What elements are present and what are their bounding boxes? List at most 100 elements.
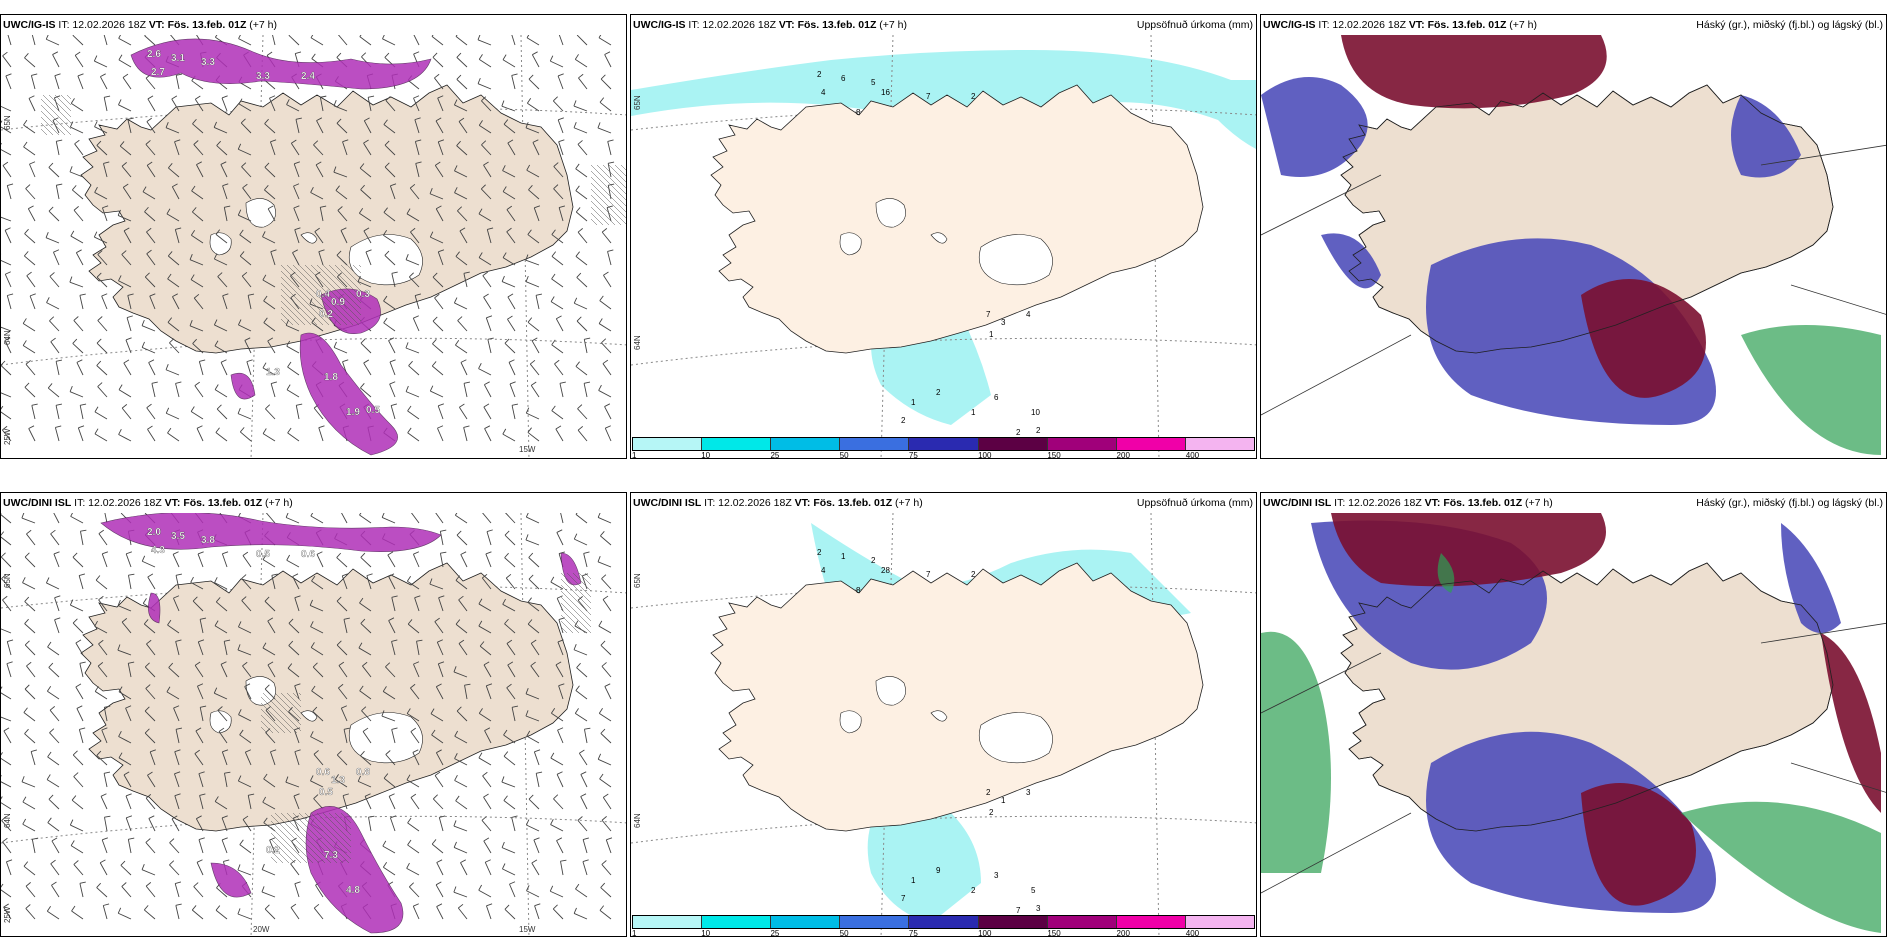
colorbar-tick-label: 100 [978, 929, 992, 937]
precip-value-label: 5 [1031, 886, 1036, 895]
colorbar-swatch [633, 916, 703, 928]
colorbar-swatch [840, 916, 910, 928]
colorbar-tick-label: 10 [701, 451, 711, 459]
colorbar-tick-label: 10 [701, 929, 711, 937]
precip-value-label: 2 [971, 886, 976, 895]
colorbar-swatch [702, 916, 772, 928]
map-canvas: 2.6 3.1 3.3 2.7 3.3 2.4 0.40.9 0.3 0.2 1.3 1.8 1.9 0… [1, 35, 626, 458]
colorbar-swatch [978, 438, 1048, 450]
map-canvas [1261, 513, 1886, 933]
panel-title: UWC/IG-IS IT: 12.02.2026 18Z VT: Fös. 13… [1263, 19, 1538, 31]
precip-value-label: 2.4 [301, 71, 315, 82]
precip-value-label: 9 [936, 866, 941, 875]
colorbar-tick-label: 25 [770, 929, 780, 937]
precip-value-label: 16 [881, 88, 890, 97]
map-canvas: 212472213293731725183288 [631, 513, 1256, 936]
precip-value-label: 7 [1016, 906, 1021, 915]
precip-value-label: 2 [989, 808, 994, 817]
colorbar-tick-label: 50 [839, 929, 849, 937]
precip-value-label: 0.6 [301, 549, 315, 560]
lat-label: 64N [633, 335, 642, 350]
precip-value-label: 5 [871, 78, 876, 87]
colorbar-tick-label: 100 [978, 451, 992, 459]
colorbar-swatch [702, 438, 772, 450]
panel-title: UWC/IG-IS IT: 12.02.2026 18Z VT: Fös. 13… [633, 19, 908, 31]
panel-title: UWC/DINI ISL IT: 12.02.2026 18Z VT: Fös.… [3, 497, 293, 509]
precip-value-label: 7 [901, 894, 906, 903]
colorbar: 1 10 25 50 75 100 150 200 400 [632, 915, 1255, 937]
precip-value-label: 0.3 [356, 289, 370, 300]
panel-title: UWC/DINI ISL IT: 12.02.2026 18Z VT: Fös.… [1263, 497, 1553, 509]
colorbar-swatch [909, 916, 979, 928]
precip-value-label: 4.8 [346, 885, 360, 896]
precip-value-label: 4 [1026, 310, 1031, 319]
precip-value-label: 2.6 [147, 49, 161, 60]
precip-value-label: 1.3 [331, 775, 345, 786]
panel-wind-precip-igis: UWC/IG-IS IT: 12.02.2026 18Z VT: Fös. 13… [0, 14, 627, 459]
precip-value-label: 2 [817, 548, 822, 557]
precip-value-label: 4.3 [151, 545, 165, 556]
precip-value-label: 1 [911, 398, 916, 407]
precip-value-label: 3.1 [171, 53, 185, 64]
precip-value-label: 3 [1026, 788, 1031, 797]
colorbar-tick-label: 150 [1047, 929, 1061, 937]
precip-value-label: 2.7 [151, 67, 165, 78]
precip-value-label: 2 [871, 556, 876, 565]
map-canvas: 2654727341262212110225168 [631, 35, 1256, 458]
colorbar-swatch [1185, 916, 1254, 928]
precip-value-label: 1.3 [266, 367, 280, 378]
precip-value-label: 0.5 [256, 549, 270, 560]
precip-value-label: 3.3 [201, 57, 215, 68]
lon-label: 15W [519, 925, 536, 934]
lat-label: 65N [633, 95, 642, 110]
lon-label: 15W [519, 445, 536, 454]
lat-label: 25W [3, 906, 12, 923]
precip-value-label: 1.9 [346, 407, 360, 418]
precip-value-label: 3 [1001, 318, 1006, 327]
precip-value-label: 2 [936, 388, 941, 397]
colorbar-swatch [1116, 916, 1186, 928]
precip-value-label: 4 [821, 566, 826, 575]
precip-value-label: 2 [817, 70, 822, 79]
lat-label: 64N [3, 813, 12, 828]
colorbar-swatch [1047, 438, 1117, 450]
precip-value-label: 0.5 [319, 787, 333, 798]
precip-value-label: 28 [881, 566, 890, 575]
colorbar-swatch [771, 916, 841, 928]
colorbar-tick-label: 200 [1116, 929, 1130, 937]
precip-value-label: 7.3 [324, 850, 338, 861]
panel-title: UWC/DINI ISL IT: 12.02.2026 18Z VT: Fös.… [633, 497, 923, 509]
precip-value-label: 1 [989, 330, 994, 339]
colorbar-swatch [978, 916, 1048, 928]
colorbar-tick-label: 75 [908, 929, 918, 937]
precip-value-label: 1 [911, 876, 916, 885]
panel-clouds-dini: UWC/DINI ISL IT: 12.02.2026 18Z VT: Fös.… [1260, 492, 1887, 937]
precip-value-label: 3.8 [201, 535, 215, 546]
precip-value-label: 3 [994, 871, 999, 880]
precip-value-label: 2 [1016, 428, 1021, 437]
precip-value-label: 3.5 [171, 531, 185, 542]
colorbar-tick-label: 200 [1116, 451, 1130, 459]
map-canvas [1261, 35, 1886, 455]
precip-value-label: 1 [1001, 796, 1006, 805]
colorbar-tick-label: 1 [632, 451, 637, 459]
precip-value-label: 7 [986, 310, 991, 319]
precip-value-label: 0.2 [319, 309, 333, 320]
precip-value-label: 0.2 [266, 845, 280, 856]
colorbar-tick-label: 400 [1185, 929, 1200, 937]
precip-value-label: 2.0 [147, 527, 161, 538]
precip-value-label: 10 [1031, 408, 1040, 417]
precip-value-label: 2 [971, 92, 976, 101]
lat-label: 64N [3, 330, 12, 345]
precip-value-label: 0.6 [316, 767, 330, 778]
colorbar-swatch [1047, 916, 1117, 928]
colorbar-tick-label: 400 [1185, 451, 1200, 459]
panel-field-label: Uppsöfnuð úrkoma (mm) [1136, 497, 1253, 509]
precip-value-label: 0.9 [331, 297, 345, 308]
colorbar-swatch [1185, 438, 1254, 450]
precip-value-label: 7 [926, 92, 931, 101]
lat-label: 65N [633, 573, 642, 588]
colorbar-swatch [1116, 438, 1186, 450]
precip-value-label: 2 [901, 416, 906, 425]
panel-precip-dini: UWC/DINI ISL IT: 12.02.2026 18Z VT: Fös.… [630, 492, 1257, 937]
